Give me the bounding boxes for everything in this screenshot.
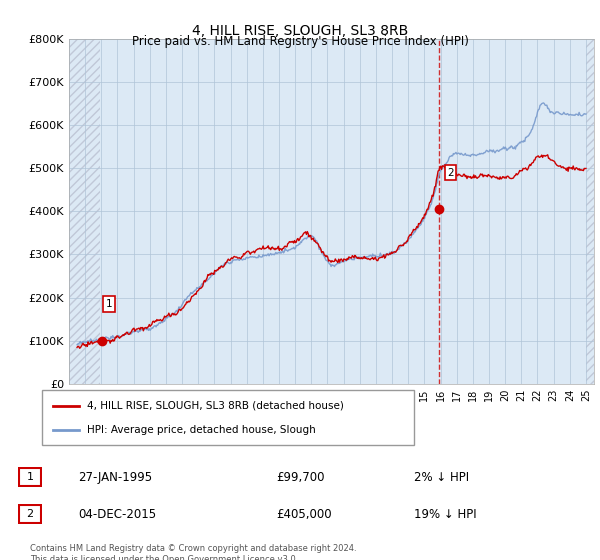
Text: 2: 2 — [447, 167, 454, 178]
Bar — [69, 39, 100, 384]
Text: 19% ↓ HPI: 19% ↓ HPI — [414, 507, 476, 521]
FancyBboxPatch shape — [19, 505, 41, 523]
Text: 27-JAN-1995: 27-JAN-1995 — [78, 470, 152, 484]
Text: Price paid vs. HM Land Registry's House Price Index (HPI): Price paid vs. HM Land Registry's House … — [131, 35, 469, 48]
Text: £99,700: £99,700 — [276, 470, 325, 484]
Text: £405,000: £405,000 — [276, 507, 332, 521]
Text: 04-DEC-2015: 04-DEC-2015 — [78, 507, 156, 521]
Bar — [586, 39, 594, 384]
Text: 2: 2 — [26, 509, 34, 519]
Text: 4, HILL RISE, SLOUGH, SL3 8RB: 4, HILL RISE, SLOUGH, SL3 8RB — [192, 24, 408, 38]
FancyBboxPatch shape — [42, 390, 414, 445]
FancyBboxPatch shape — [19, 468, 41, 486]
Text: Contains HM Land Registry data © Crown copyright and database right 2024.
This d: Contains HM Land Registry data © Crown c… — [30, 544, 356, 560]
Text: 1: 1 — [26, 472, 34, 482]
Text: HPI: Average price, detached house, Slough: HPI: Average price, detached house, Slou… — [86, 425, 316, 435]
Text: 2% ↓ HPI: 2% ↓ HPI — [414, 470, 469, 484]
Text: 1: 1 — [106, 299, 112, 309]
Text: 4, HILL RISE, SLOUGH, SL3 8RB (detached house): 4, HILL RISE, SLOUGH, SL3 8RB (detached … — [86, 401, 344, 410]
